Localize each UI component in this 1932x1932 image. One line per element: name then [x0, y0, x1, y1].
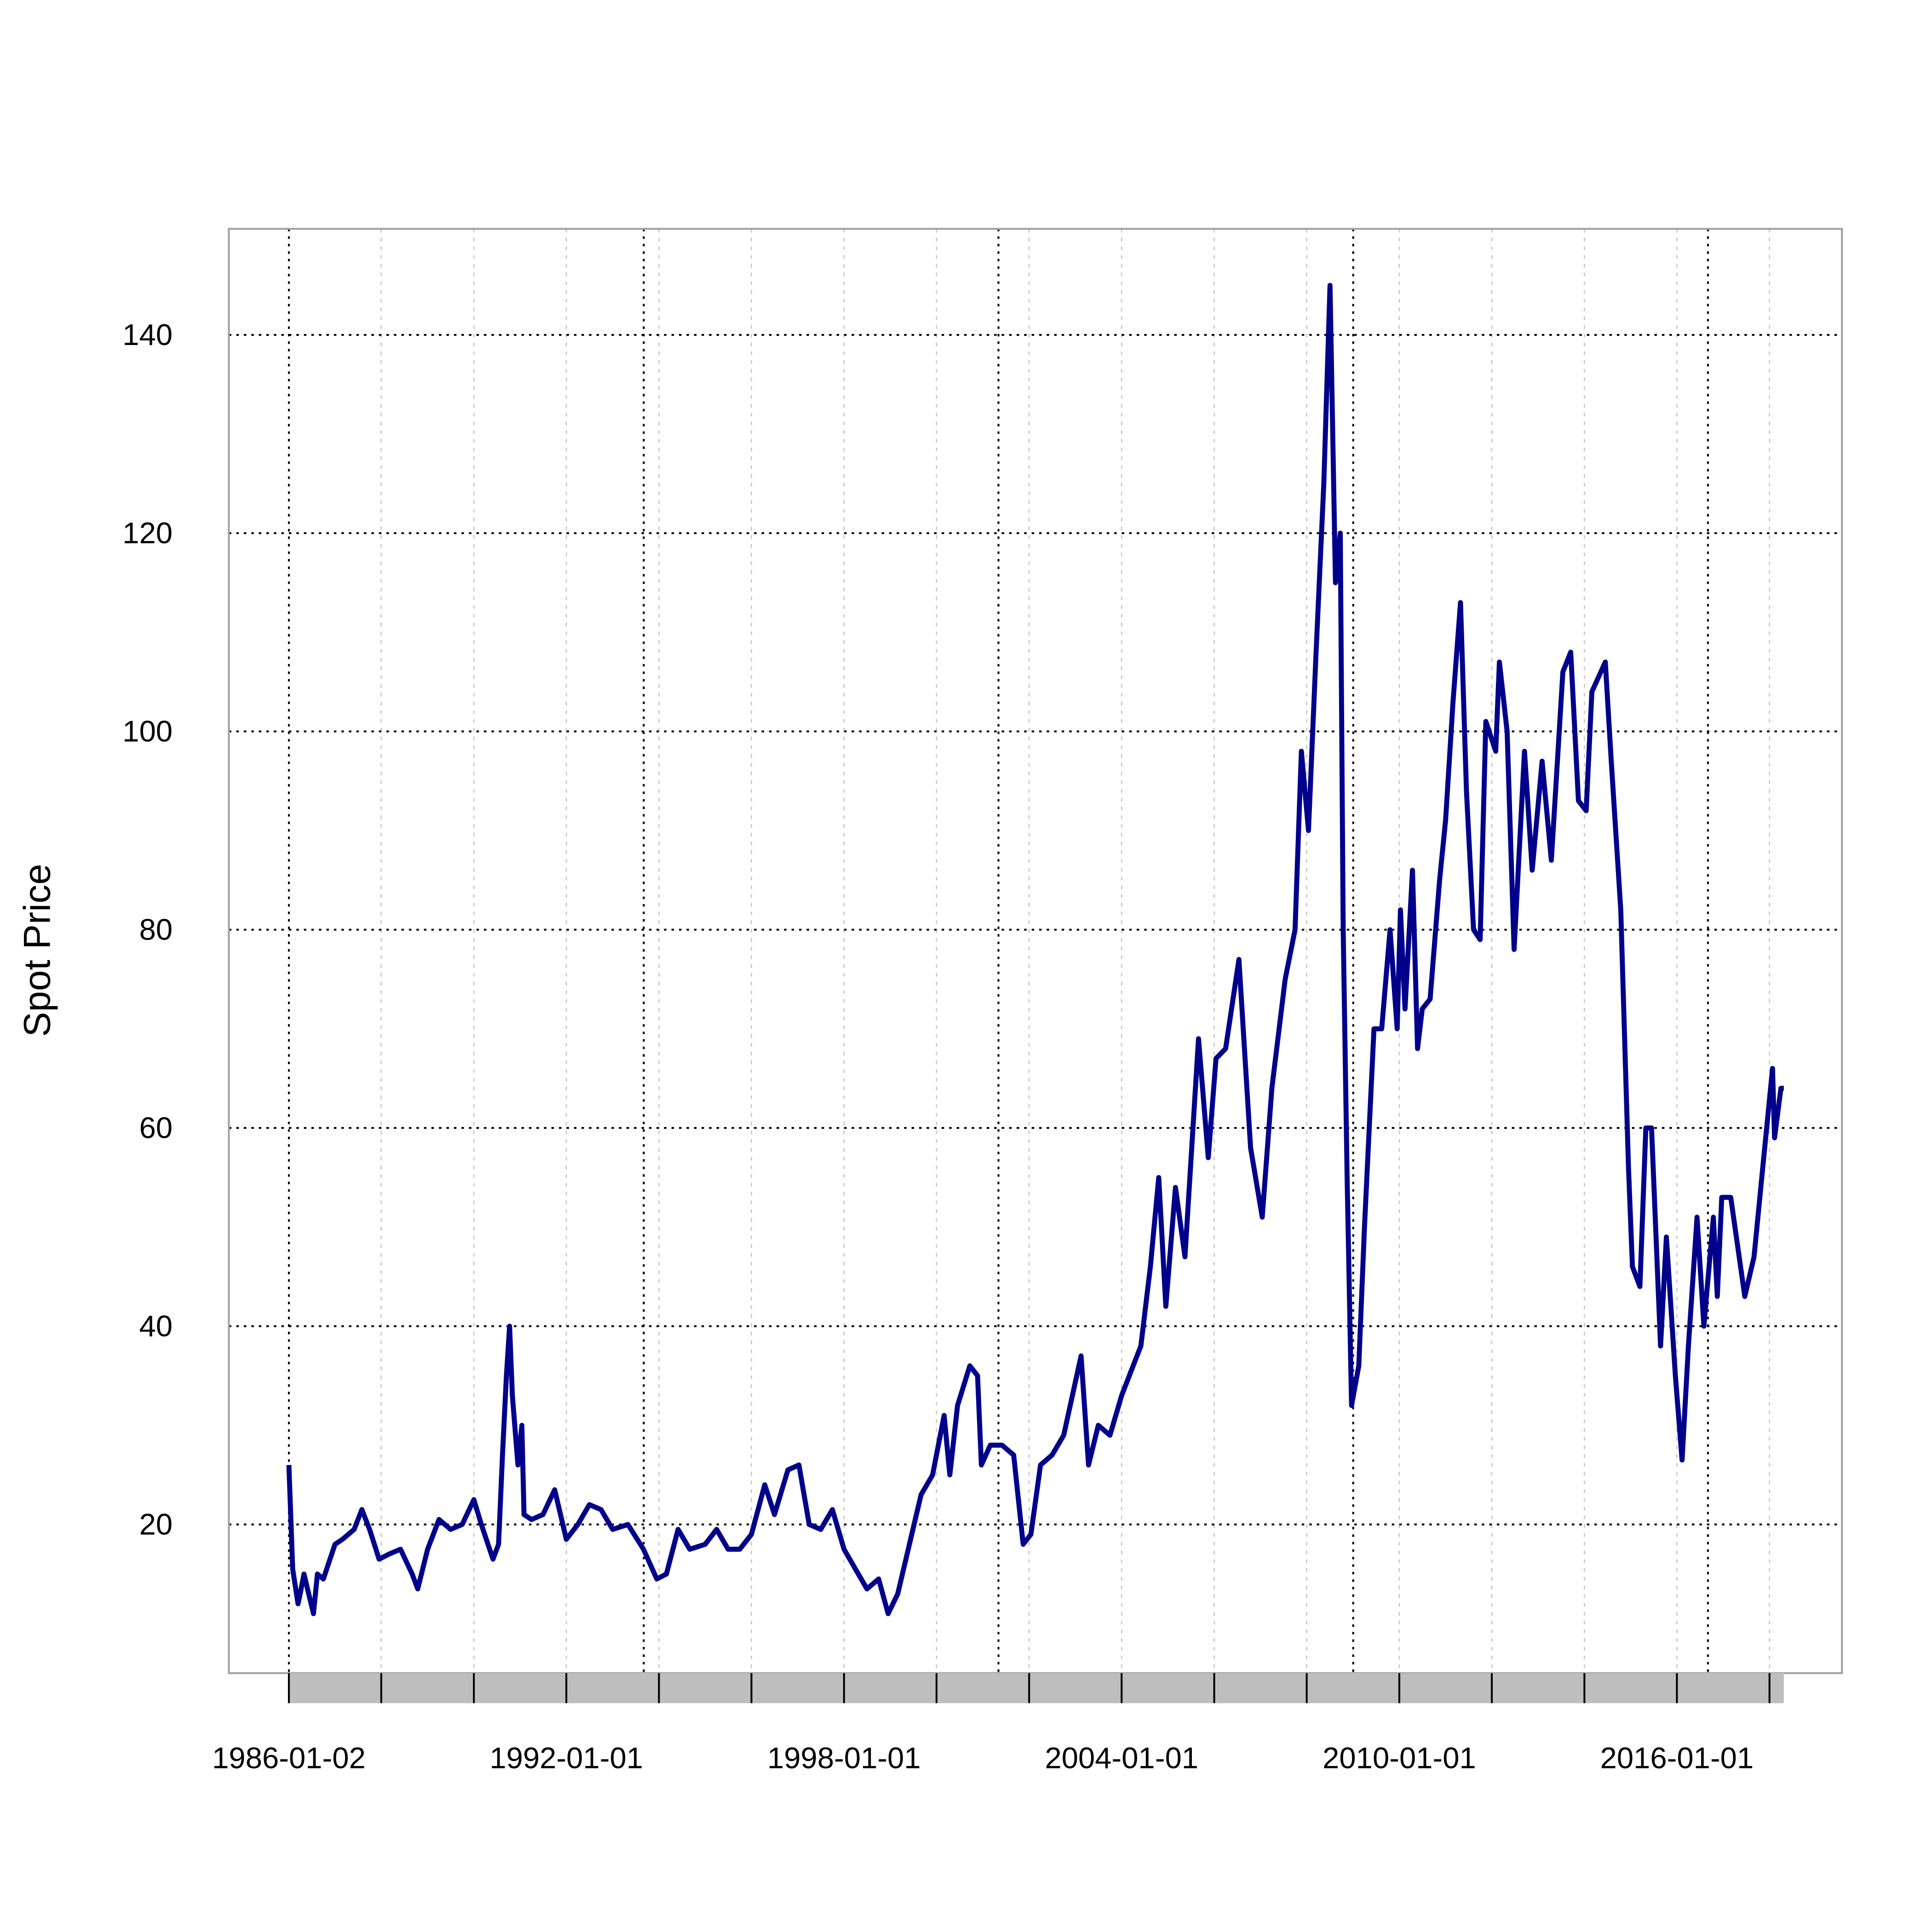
price-line	[286, 282, 1784, 1616]
x-tick-label: 2004-01-01	[1045, 1741, 1198, 1775]
y-tick-label: 100	[122, 714, 172, 748]
y-tick-label: 60	[139, 1111, 173, 1144]
y-tick-label: 40	[139, 1309, 173, 1343]
y-axis-label: Spot Price	[17, 864, 58, 1037]
y-tick-label: 20	[139, 1507, 173, 1541]
x-axis-bar	[289, 1673, 1784, 1703]
x-tick-label: 1992-01-01	[489, 1741, 643, 1775]
y-tick-label: 140	[122, 318, 172, 351]
y-tick-label: 120	[122, 516, 172, 550]
x-tick-label: 2010-01-01	[1322, 1741, 1476, 1775]
x-tick-label: 2016-01-01	[1600, 1741, 1754, 1775]
y-tick-label: 80	[139, 913, 173, 946]
x-tick-label: 1998-01-01	[767, 1741, 921, 1775]
x-tick-label: 1986-01-02	[212, 1741, 366, 1775]
